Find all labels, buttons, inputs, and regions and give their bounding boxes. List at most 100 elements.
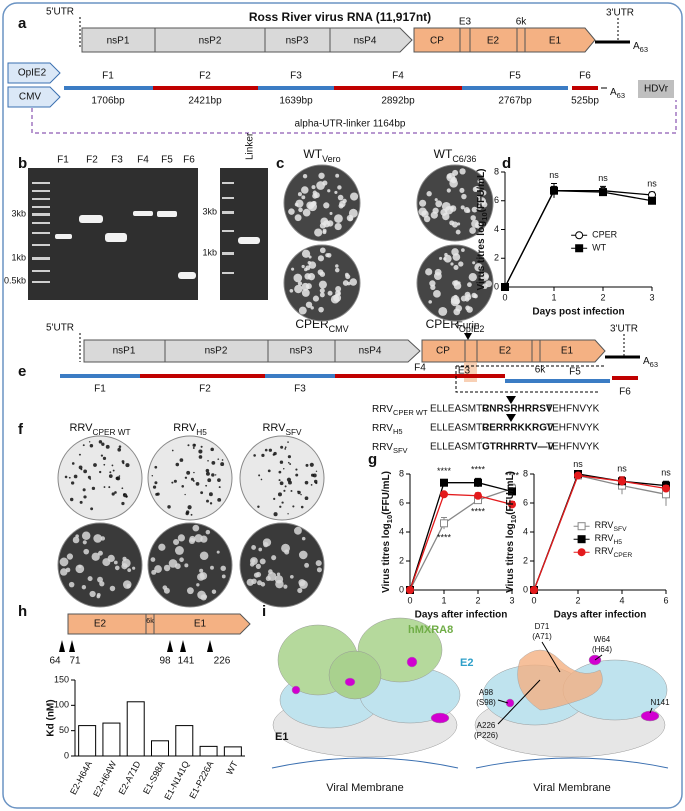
- membrane: [271, 757, 669, 769]
- subscript: H5: [393, 427, 403, 436]
- plaque: [471, 206, 478, 213]
- y-tick-label: 6: [399, 497, 404, 507]
- plaque: [171, 481, 174, 484]
- cleavage-arrow: [506, 414, 516, 422]
- plaque: [277, 492, 282, 497]
- gene: 6k: [516, 17, 528, 28]
- plaque: [199, 568, 204, 573]
- plaque: [308, 261, 317, 269]
- plaque: [289, 463, 292, 465]
- plaque: [302, 208, 311, 217]
- lane-label: F1: [57, 155, 69, 166]
- promoter-label: OpIE2: [18, 68, 47, 79]
- plaque: [181, 485, 185, 488]
- structural-genes: [421, 339, 606, 363]
- title: Ross River virus RNA (11,917nt): [249, 10, 431, 24]
- plaque: [173, 538, 180, 546]
- x-tick-label: 0: [531, 595, 536, 605]
- plaque: [484, 274, 489, 279]
- plate-label: WTC6/36: [434, 147, 477, 164]
- plaque: [455, 229, 461, 235]
- fragment-size: 2767bp: [498, 96, 532, 107]
- plaque: [117, 447, 122, 452]
- subscript: 63: [640, 45, 648, 54]
- shape: [133, 211, 153, 216]
- plaque: [192, 446, 195, 449]
- plaque: [108, 486, 111, 489]
- plaque: [465, 305, 470, 311]
- x-tick-label: 1: [551, 292, 556, 302]
- shape: [32, 182, 50, 184]
- plaque: [314, 228, 323, 237]
- plaque: [450, 297, 460, 307]
- sequence: TEHFNVYK: [546, 442, 600, 453]
- gene: CP: [430, 36, 444, 47]
- gene: nsP2: [199, 36, 222, 47]
- plaque: [112, 469, 115, 472]
- plaque: [217, 497, 222, 502]
- gene: E3: [458, 366, 471, 377]
- fragment: F3: [294, 384, 306, 395]
- shape: [222, 211, 234, 214]
- plaque: [281, 543, 290, 553]
- plate: [57, 435, 143, 521]
- residue: N141: [650, 698, 670, 707]
- subscript: H5: [196, 428, 207, 437]
- series-line: [533, 474, 667, 591]
- subscript: SFV: [393, 446, 408, 455]
- plaque: [89, 444, 94, 448]
- plaque: [158, 543, 166, 551]
- plaque: [284, 448, 287, 450]
- plaque: [118, 445, 122, 448]
- subscript: CPER: [613, 552, 632, 559]
- site: 98: [159, 656, 171, 667]
- shape: [222, 272, 234, 274]
- plaque: [300, 505, 304, 509]
- membrane-label: Viral Membrane: [533, 782, 610, 794]
- plate-label: WTVero: [303, 147, 340, 164]
- shape: [32, 198, 50, 200]
- plate: [147, 435, 233, 521]
- plaque: [334, 190, 338, 194]
- subscript: H5: [613, 539, 622, 546]
- plaque: [65, 567, 71, 573]
- ladder: [32, 182, 50, 283]
- plaque: [174, 546, 184, 555]
- plaque: [284, 446, 287, 449]
- plaque: [298, 207, 303, 213]
- plaque: [334, 293, 339, 298]
- plaque: [442, 212, 450, 221]
- plaque: [267, 469, 271, 473]
- plaque: [288, 480, 292, 485]
- cleavage-arrow: [464, 333, 472, 340]
- plaque: [272, 453, 275, 456]
- text-part: (FFU/mL): [505, 471, 516, 515]
- panel-label: h: [18, 603, 27, 620]
- plaque: [72, 536, 80, 544]
- gene: CP: [436, 346, 450, 357]
- legend-label: RRVSFV: [595, 521, 627, 534]
- plaque: [268, 448, 273, 452]
- plaque: [154, 565, 162, 573]
- plaque: [319, 292, 325, 298]
- plaque: [459, 187, 465, 193]
- plaque: [68, 581, 75, 588]
- plaque: [59, 557, 69, 567]
- plaque: [246, 578, 254, 586]
- gene: E2: [499, 346, 512, 357]
- plaque: [451, 248, 459, 256]
- plaque: [273, 497, 276, 501]
- shape: [344, 677, 356, 687]
- x-tick-label: 2: [575, 595, 580, 605]
- plaque: [220, 462, 225, 467]
- e1-label: E1: [275, 731, 288, 743]
- dashed-guide: [455, 365, 606, 393]
- text-part: WT: [303, 147, 322, 161]
- x-tick-label: 0: [502, 292, 507, 302]
- y-tick-label: 0: [494, 281, 499, 291]
- bar: [102, 722, 121, 757]
- lane-label: F5: [161, 155, 173, 166]
- marker: [550, 186, 558, 195]
- plaque: [154, 465, 158, 469]
- plaque: [93, 534, 103, 543]
